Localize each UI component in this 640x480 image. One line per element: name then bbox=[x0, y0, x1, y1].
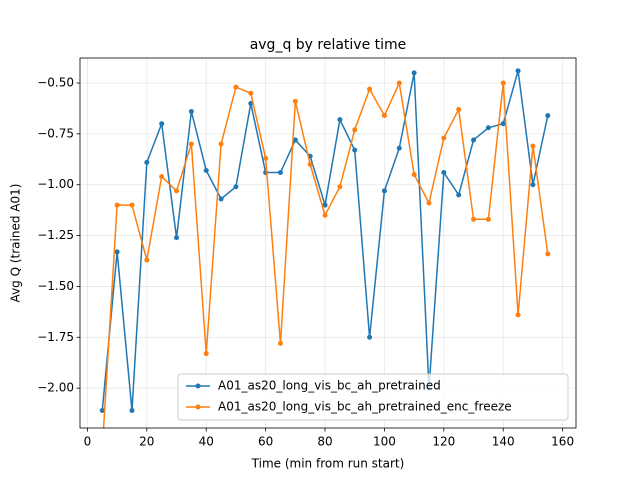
data-point bbox=[144, 159, 150, 165]
data-point bbox=[203, 167, 209, 173]
data-point bbox=[485, 216, 491, 222]
data-point bbox=[114, 249, 120, 255]
axes-frame bbox=[79, 57, 577, 429]
x-tick-label: 60 bbox=[258, 435, 273, 449]
chart-title: avg_q by relative time bbox=[250, 37, 407, 53]
data-point bbox=[218, 196, 224, 202]
x-tick-label: 20 bbox=[139, 435, 154, 449]
x-axis-label: Time (min from run start) bbox=[251, 457, 405, 471]
data-point bbox=[381, 113, 387, 119]
data-point bbox=[322, 212, 328, 218]
data-point bbox=[277, 170, 283, 176]
data-point bbox=[337, 117, 343, 123]
data-point bbox=[129, 408, 135, 414]
data-point bbox=[248, 90, 254, 96]
data-point bbox=[411, 70, 417, 76]
y-tick-label: −0.75 bbox=[37, 126, 74, 140]
y-tick-label: −0.50 bbox=[37, 76, 74, 90]
data-point bbox=[381, 188, 387, 194]
data-point bbox=[144, 257, 150, 263]
data-point bbox=[367, 86, 373, 92]
y-tick-label: −1.75 bbox=[37, 330, 74, 344]
data-point bbox=[129, 202, 135, 208]
x-tick-label: 40 bbox=[199, 435, 214, 449]
data-point bbox=[218, 141, 224, 147]
legend-label: A01_as20_long_vis_bc_ah_pretrained_enc_f… bbox=[218, 400, 512, 414]
data-point bbox=[277, 340, 283, 346]
data-point bbox=[188, 108, 194, 114]
y-tick-label: −1.00 bbox=[37, 177, 74, 191]
y-tick-label: −2.00 bbox=[37, 381, 74, 395]
data-point bbox=[307, 161, 313, 167]
legend-box bbox=[177, 373, 569, 421]
data-point bbox=[530, 143, 536, 149]
data-point bbox=[471, 216, 477, 222]
data-point bbox=[530, 182, 536, 188]
x-tick-label: 80 bbox=[317, 435, 332, 449]
legend-label: A01_as20_long_vis_bc_ah_pretrained bbox=[218, 379, 441, 393]
data-point bbox=[545, 113, 551, 119]
legend-marker bbox=[195, 383, 201, 389]
data-point bbox=[263, 155, 269, 161]
data-point bbox=[426, 200, 432, 206]
data-point bbox=[99, 408, 105, 414]
data-point bbox=[411, 172, 417, 178]
data-point bbox=[292, 98, 298, 104]
x-tick-label: 160 bbox=[551, 435, 574, 449]
data-point bbox=[441, 170, 447, 176]
data-point bbox=[396, 145, 402, 151]
data-point bbox=[515, 68, 521, 74]
legend: A01_as20_long_vis_bc_ah_pretrained A01_as… bbox=[177, 373, 569, 421]
data-point bbox=[248, 100, 254, 106]
data-point bbox=[456, 192, 462, 198]
data-point bbox=[159, 174, 165, 180]
y-tick-label: −1.50 bbox=[37, 279, 74, 293]
x-tick-label: 0 bbox=[84, 435, 92, 449]
data-point bbox=[337, 184, 343, 190]
data-point bbox=[322, 202, 328, 208]
data-point bbox=[367, 334, 373, 340]
data-point bbox=[292, 137, 298, 143]
legend-marker bbox=[195, 404, 201, 410]
data-point bbox=[352, 127, 358, 133]
data-point bbox=[114, 202, 120, 208]
x-tick-label: 140 bbox=[492, 435, 515, 449]
plot-area bbox=[99, 68, 551, 428]
data-point bbox=[233, 184, 239, 190]
data-point bbox=[441, 135, 447, 141]
data-point bbox=[203, 351, 209, 357]
y-axis-label: Avg Q (trained A01) bbox=[9, 184, 23, 303]
data-point bbox=[174, 188, 180, 194]
data-point bbox=[352, 147, 358, 153]
x-tick-label: 100 bbox=[373, 435, 396, 449]
data-point bbox=[159, 121, 165, 127]
data-point bbox=[500, 80, 506, 86]
data-point bbox=[396, 80, 402, 86]
x-tick-label: 120 bbox=[432, 435, 455, 449]
data-point bbox=[515, 312, 521, 318]
y-tick-label: −1.25 bbox=[37, 228, 74, 242]
data-point bbox=[545, 251, 551, 257]
data-point bbox=[485, 125, 491, 131]
data-point bbox=[188, 141, 194, 147]
data-point bbox=[233, 84, 239, 90]
data-point bbox=[500, 121, 506, 127]
data-point bbox=[174, 235, 180, 241]
data-point bbox=[456, 106, 462, 112]
data-point bbox=[471, 137, 477, 143]
